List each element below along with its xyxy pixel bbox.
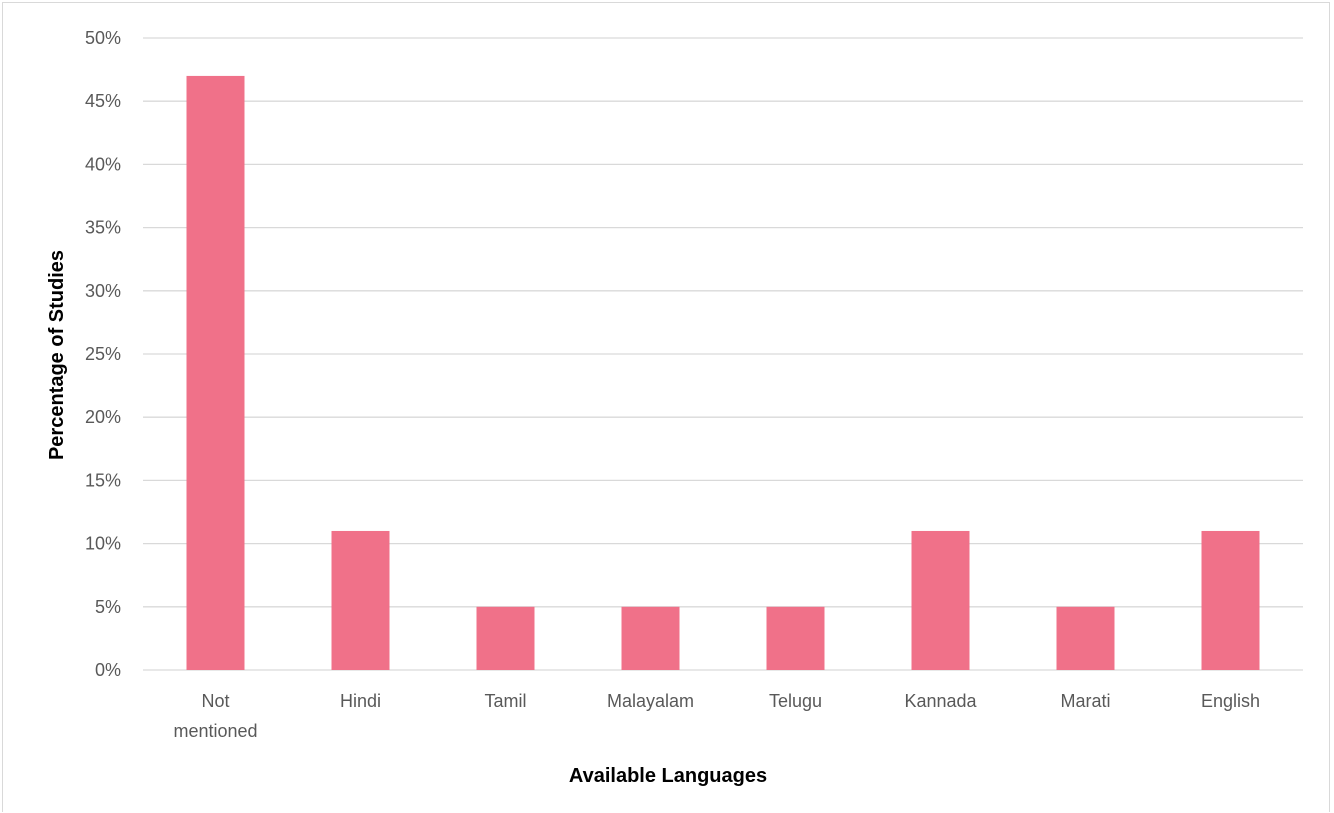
y-axis-title: Percentage of Studies <box>46 250 68 460</box>
y-tick-label: 30% <box>85 281 121 301</box>
y-tick-label: 25% <box>85 344 121 364</box>
bar-kannada <box>911 530 970 670</box>
x-tick-label: Malayalam <box>607 691 694 711</box>
bar-english <box>1201 530 1260 670</box>
bar-tamil <box>476 606 535 670</box>
y-tick-label: 40% <box>85 154 121 174</box>
bar-not-mentioned <box>186 75 245 671</box>
gridlines <box>143 37 1303 671</box>
bars <box>186 75 1260 671</box>
bar-malayalam <box>621 606 680 670</box>
x-tick-labels: Not mentioned Hindi Tamil Malayalam Telugu Kan… <box>173 691 1260 741</box>
x-tick-label: Telugu <box>769 691 822 711</box>
x-tick-label: Hindi <box>340 691 381 711</box>
y-tick-label: 0% <box>95 660 121 680</box>
y-tick-label: 5% <box>95 597 121 617</box>
y-tick-label: 15% <box>85 470 121 490</box>
x-axis-title: Available Languages <box>569 765 767 787</box>
bar-marati <box>1056 606 1115 670</box>
y-tick-label: 50% <box>85 28 121 48</box>
y-tick-label: 45% <box>85 91 121 111</box>
y-tick-label: 20% <box>85 407 121 427</box>
x-tick-label: English <box>1201 691 1260 711</box>
y-tick-labels: 0% 5% 10% 15% 20% 25% 30% 35% 40% 45% 50% <box>85 28 121 680</box>
x-tick-label: Tamil <box>484 691 526 711</box>
x-tick-label: Not mentioned <box>173 691 257 741</box>
y-tick-label: 35% <box>85 218 121 238</box>
bar-hindi <box>331 530 390 670</box>
x-tick-label: Kannada <box>904 691 977 711</box>
bar-telugu <box>766 606 825 670</box>
x-tick-label: Marati <box>1060 691 1110 711</box>
y-tick-label: 10% <box>85 534 121 554</box>
